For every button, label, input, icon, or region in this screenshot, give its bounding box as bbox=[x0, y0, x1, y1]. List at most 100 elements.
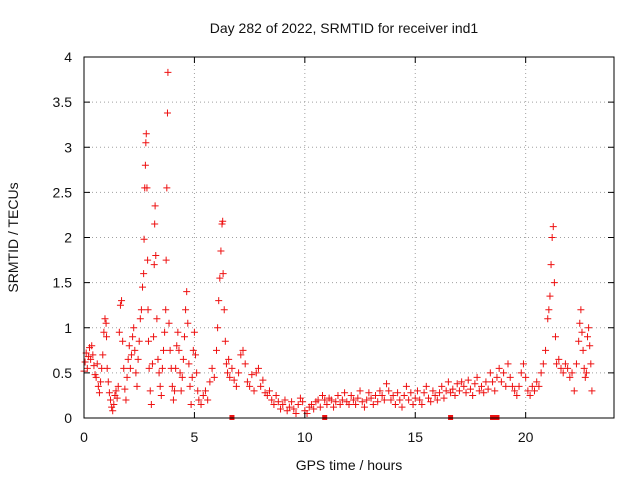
data-point bbox=[201, 387, 209, 395]
data-point bbox=[192, 351, 200, 359]
data-point bbox=[215, 297, 223, 305]
data-point bbox=[559, 369, 567, 377]
data-point bbox=[172, 364, 180, 372]
data-point bbox=[226, 373, 234, 381]
data-point bbox=[186, 382, 194, 390]
data-point bbox=[292, 409, 300, 417]
data-point bbox=[183, 288, 191, 296]
data-point bbox=[250, 387, 258, 395]
data-point bbox=[142, 139, 150, 147]
data-point bbox=[533, 378, 541, 386]
data-point bbox=[585, 324, 593, 332]
data-point bbox=[576, 319, 584, 327]
x-tick-label: 5 bbox=[191, 429, 199, 445]
data-point bbox=[134, 355, 142, 363]
data-point bbox=[551, 333, 559, 341]
data-point bbox=[166, 346, 174, 354]
data-point bbox=[148, 360, 156, 368]
data-point bbox=[118, 297, 126, 305]
data-point bbox=[517, 369, 525, 377]
data-point bbox=[389, 391, 397, 399]
data-point bbox=[194, 387, 202, 395]
data-point bbox=[577, 306, 585, 314]
data-point bbox=[208, 364, 216, 372]
data-point bbox=[416, 396, 424, 404]
data-point bbox=[177, 387, 185, 395]
data-point bbox=[482, 378, 490, 386]
data-point bbox=[193, 369, 201, 377]
data-point bbox=[568, 369, 576, 377]
data-point bbox=[94, 382, 102, 390]
data-point bbox=[90, 362, 98, 370]
data-point bbox=[547, 261, 555, 269]
data-point bbox=[425, 394, 432, 402]
y-tick-label: 4 bbox=[64, 49, 72, 65]
data-point bbox=[365, 389, 373, 397]
data-point bbox=[246, 382, 254, 390]
data-point bbox=[285, 403, 293, 411]
data-point bbox=[110, 400, 118, 408]
data-point bbox=[204, 396, 212, 404]
data-point bbox=[347, 391, 355, 399]
x-tick-label: 10 bbox=[297, 429, 313, 445]
data-point bbox=[544, 315, 552, 323]
data-point bbox=[89, 351, 97, 359]
data-point bbox=[163, 109, 171, 117]
data-point bbox=[545, 306, 553, 314]
data-point bbox=[582, 369, 590, 377]
data-point bbox=[114, 382, 122, 390]
data-point bbox=[478, 382, 485, 390]
data-point bbox=[548, 234, 556, 241]
data-point bbox=[447, 389, 455, 397]
data-point bbox=[115, 328, 123, 336]
data-point bbox=[263, 391, 271, 399]
data-point bbox=[97, 378, 105, 386]
data-point bbox=[561, 360, 569, 368]
data-point bbox=[572, 360, 580, 368]
data-point bbox=[502, 382, 510, 390]
data-point bbox=[354, 394, 362, 402]
data-point bbox=[232, 382, 240, 390]
data-point bbox=[100, 328, 108, 336]
data-point bbox=[279, 400, 287, 408]
data-point bbox=[147, 400, 155, 408]
data-point bbox=[248, 371, 256, 379]
data-point bbox=[241, 360, 249, 368]
data-point bbox=[206, 378, 214, 386]
data-point bbox=[141, 161, 149, 169]
data-point bbox=[579, 346, 587, 354]
data-point bbox=[151, 220, 159, 228]
data-point bbox=[363, 396, 371, 404]
data-point bbox=[405, 396, 413, 404]
data-point bbox=[449, 385, 457, 393]
data-point bbox=[195, 396, 203, 404]
data-point bbox=[296, 394, 304, 402]
data-point bbox=[161, 328, 169, 336]
data-point bbox=[524, 387, 532, 395]
data-point bbox=[199, 391, 207, 399]
data-point bbox=[143, 184, 151, 192]
data-point bbox=[383, 380, 391, 388]
data-point bbox=[484, 385, 492, 393]
data-point bbox=[400, 391, 408, 399]
data-point bbox=[564, 364, 572, 372]
data-point bbox=[190, 328, 198, 336]
data-point bbox=[173, 342, 181, 350]
data-point bbox=[217, 247, 225, 255]
data-point bbox=[497, 378, 505, 386]
data-point bbox=[259, 376, 267, 384]
data-point bbox=[150, 261, 158, 269]
data-point bbox=[440, 394, 448, 402]
data-point bbox=[127, 351, 135, 359]
y-tick-label: 1 bbox=[64, 320, 72, 336]
data-point bbox=[570, 387, 578, 395]
data-point bbox=[336, 400, 344, 408]
data-point bbox=[578, 328, 586, 336]
data-point bbox=[83, 364, 91, 372]
data-point bbox=[92, 373, 100, 381]
x-tick-label: 0 bbox=[80, 429, 88, 445]
data-point bbox=[105, 389, 113, 397]
data-point bbox=[356, 387, 364, 395]
data-point bbox=[550, 279, 558, 287]
